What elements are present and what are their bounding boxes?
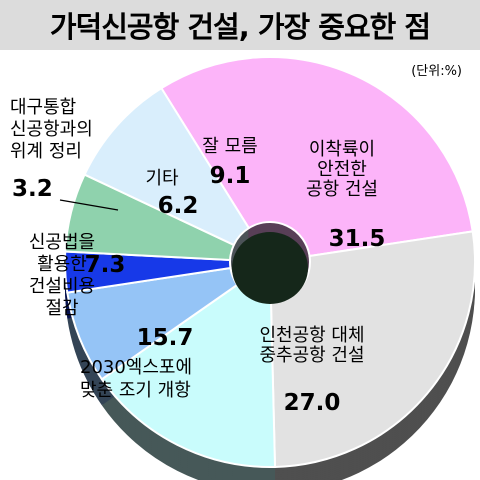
title-bar: 가덕신공항 건설, 가장 중요한 점 (0, 0, 480, 50)
slice-value-1: 27.0 (284, 390, 341, 416)
unit-label: (단위:%) (411, 64, 462, 79)
leader-line (59, 199, 119, 211)
slice-value-3: 7.3 (85, 252, 126, 278)
slice-value-2: 15.7 (137, 325, 194, 351)
chart-title: 가덕신공항 건설, 가장 중요한 점 (49, 10, 431, 44)
slice-0 (159, 56, 474, 258)
slice-label-6: 잘 모름 (202, 136, 257, 157)
slice-label-1: 인천공항 대체 중추공항 건설 (259, 325, 364, 366)
donut-hole (232, 232, 308, 304)
slice-label-5: 기타 (145, 168, 179, 189)
slice-value-0: 31.5 (329, 226, 386, 252)
donut-slices (64, 56, 476, 468)
slice-label-4: 대구통합 신공항과의 위계 정리 (10, 97, 93, 162)
slice-value-4: 3.2 (12, 176, 53, 202)
slice-6 (83, 86, 251, 247)
slice-value-6: 9.1 (210, 163, 251, 189)
slice-label-2: 2030엑스포에 맞춘 조기 개항 (80, 357, 192, 401)
slice-value-5: 6.2 (158, 193, 199, 219)
slice-label-3: 신공법을 활용한 건설비용 절감 (29, 232, 95, 319)
slice-label-0: 이착륙이 안전한 공항 건설 (306, 139, 378, 200)
